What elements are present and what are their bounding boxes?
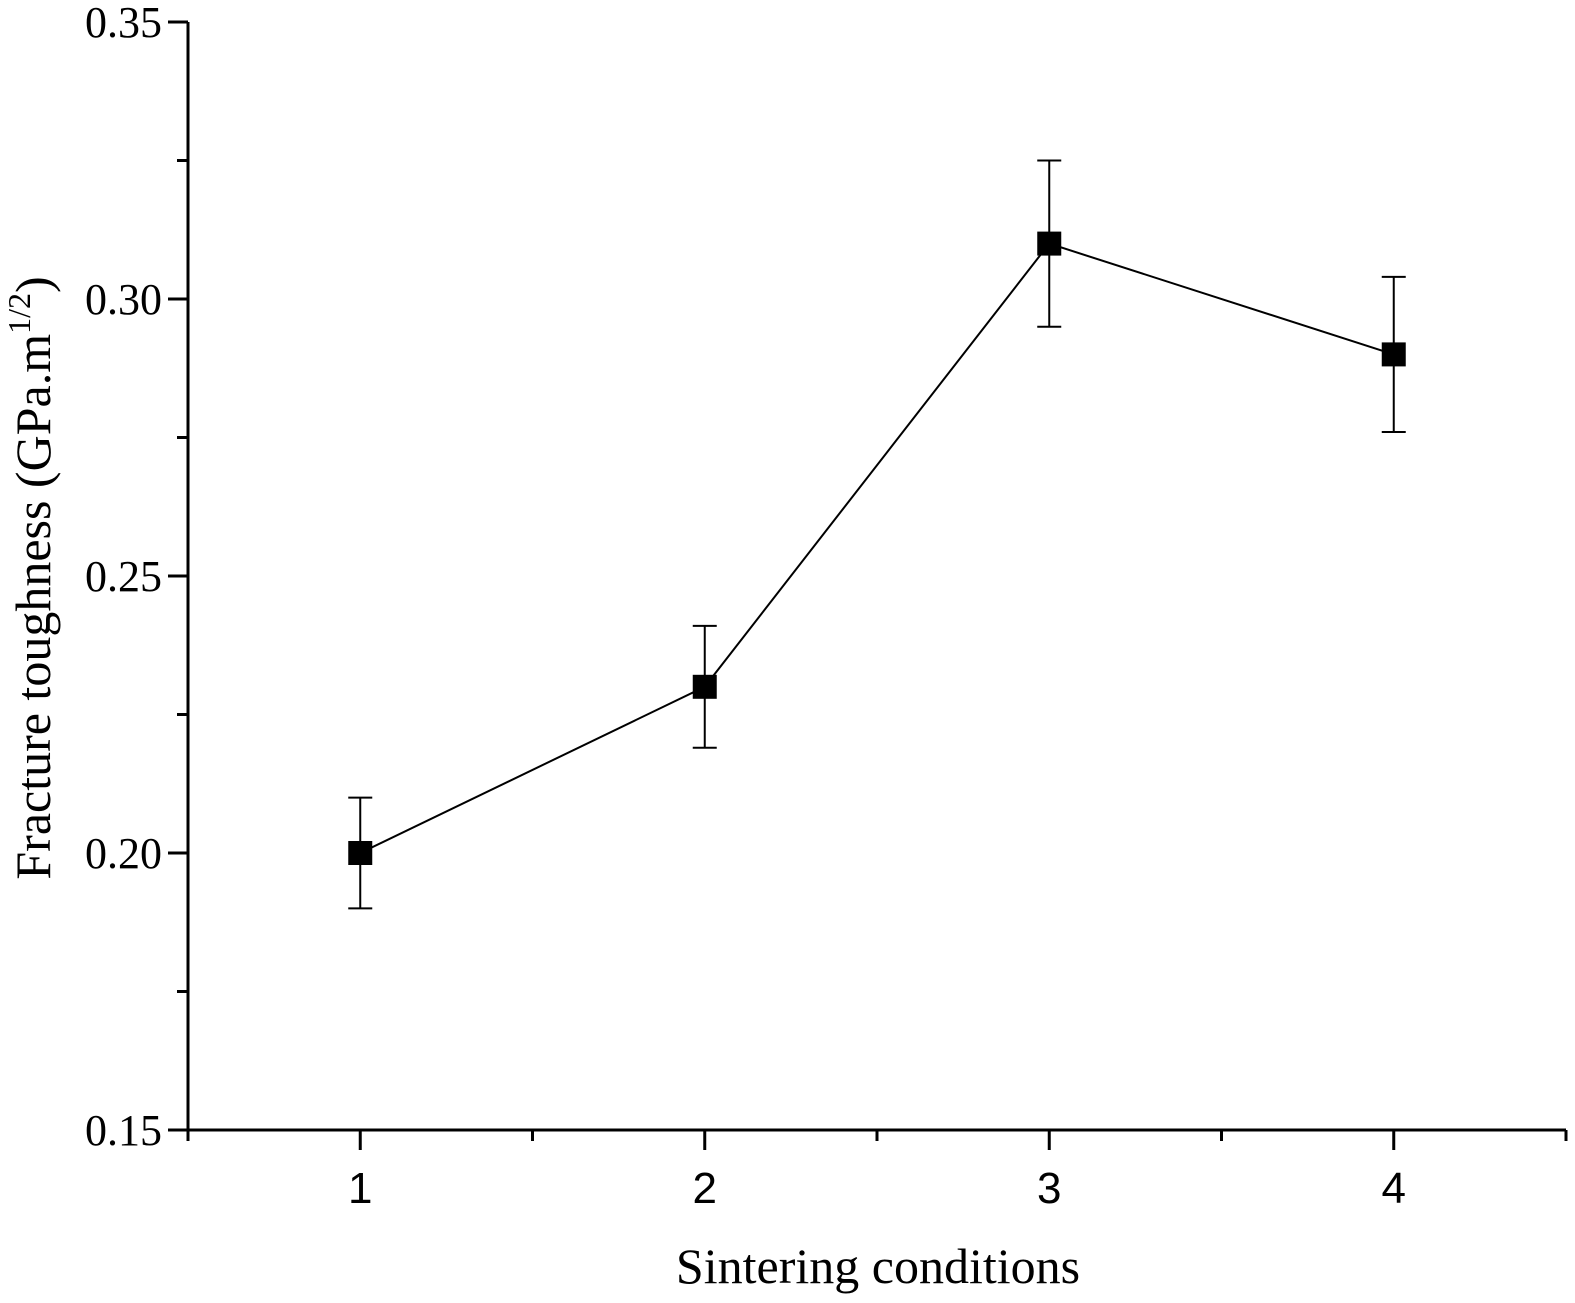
y-tick-label: 0.25 [85, 552, 162, 601]
x-tick-label: 1 [348, 1164, 372, 1213]
x-axis: 1 2 3 4 [186, 1128, 1568, 1213]
plot-area [348, 159, 1406, 910]
y-tick-label: 0.15 [85, 1106, 162, 1155]
y-tick-label: 0.35 [85, 0, 162, 47]
y-tick-label: 0.30 [85, 275, 162, 324]
data-point [692, 674, 717, 699]
data-point [348, 841, 373, 865]
y-tick-label: 0.20 [85, 829, 162, 878]
x-tick-label: 3 [1037, 1164, 1061, 1213]
series-line [359, 242, 1395, 854]
y-axis-title-main: Fracture toughness (GPa.m [5, 334, 61, 880]
y-axis-title: Fracture toughness (GPa.m1/2) [1, 276, 61, 879]
x-tick-label: 2 [693, 1164, 717, 1213]
y-axis: 0.15 0.20 0.25 0.30 0.35 [85, 0, 190, 1155]
y-axis-title-close: ) [5, 276, 61, 293]
x-tick-label: 4 [1382, 1164, 1406, 1213]
data-point [1037, 231, 1062, 256]
y-axis-title-superscript: 1/2 [1, 293, 37, 334]
data-point [1381, 342, 1406, 367]
x-axis-title: Sintering conditions [676, 1238, 1080, 1294]
